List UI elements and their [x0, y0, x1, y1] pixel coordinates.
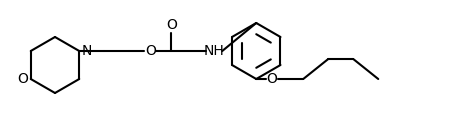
Text: O: O — [18, 72, 28, 86]
Text: O: O — [266, 72, 277, 86]
Text: N: N — [82, 44, 93, 58]
Text: O: O — [145, 44, 156, 58]
Text: O: O — [166, 18, 177, 32]
Text: NH: NH — [204, 44, 225, 58]
